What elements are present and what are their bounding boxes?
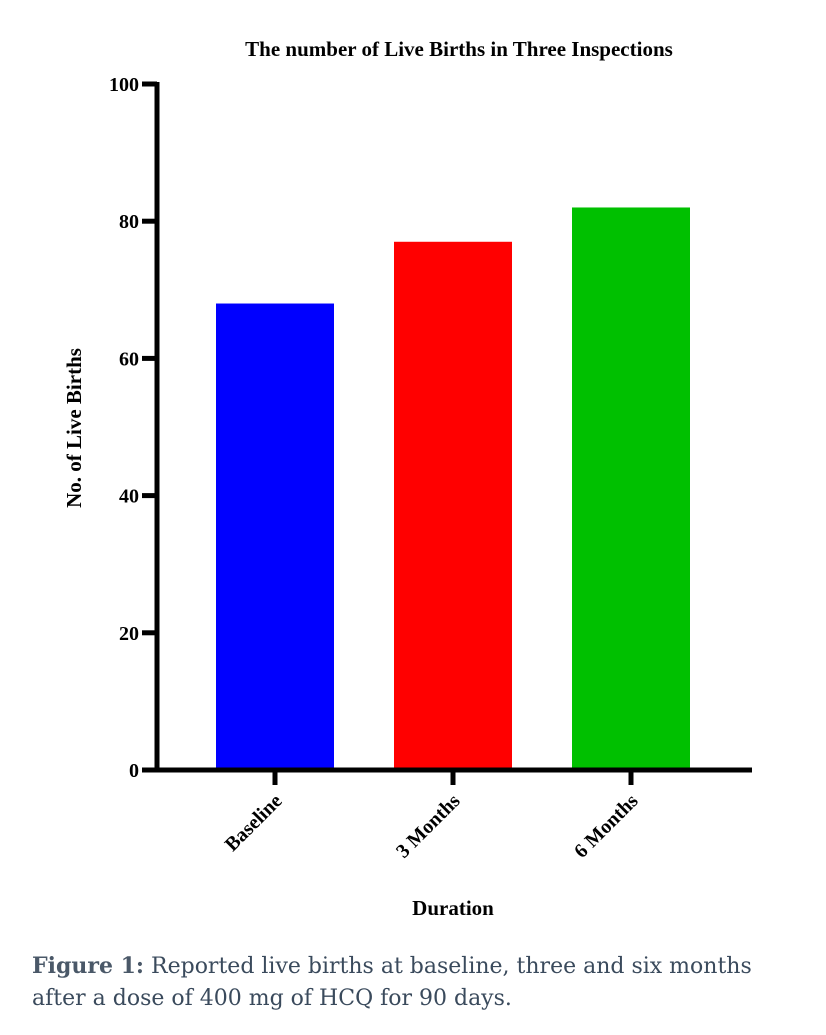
y-tick-label-60: 60 bbox=[119, 348, 139, 370]
caption-text: Reported live births at baseline, three … bbox=[32, 954, 752, 1011]
bar-baseline bbox=[216, 303, 334, 770]
chart-title: The number of Live Births in Three Inspe… bbox=[245, 37, 673, 61]
caption-lead: Figure 1: bbox=[32, 953, 145, 979]
x-axis-label: Duration bbox=[412, 896, 494, 920]
bar-6-months bbox=[572, 207, 690, 771]
bar-3-months bbox=[394, 241, 512, 770]
figure-caption: Figure 1: Reported live births at baseli… bbox=[32, 950, 802, 1015]
x-tick-label-baseline: Baseline bbox=[221, 790, 287, 856]
x-tick-label-6-months: 6 Months bbox=[570, 790, 643, 863]
y-tick-label-100: 100 bbox=[109, 74, 139, 96]
x-tick-label-3-months: 3 Months bbox=[392, 790, 465, 863]
y-axis-label: No. of Live Births bbox=[62, 348, 86, 508]
y-tick-label-20: 20 bbox=[119, 623, 139, 645]
bar-chart: The number of Live Births in Three Inspe… bbox=[62, 37, 752, 920]
y-tick-label-40: 40 bbox=[119, 486, 139, 508]
y-tick-label-80: 80 bbox=[119, 211, 139, 233]
y-tick-label-0: 0 bbox=[129, 760, 139, 782]
